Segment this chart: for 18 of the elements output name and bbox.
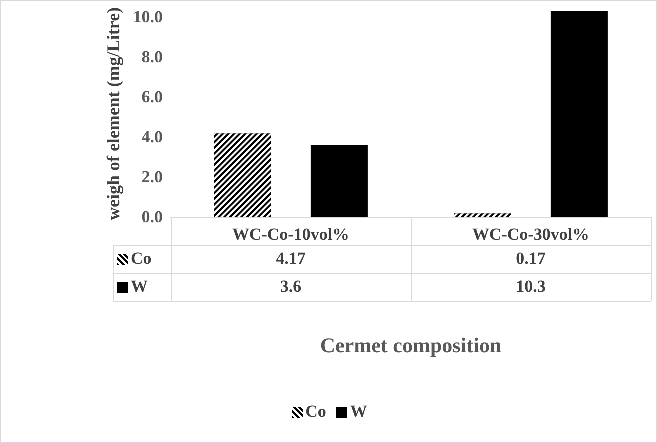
y-tick-label: 0.0 <box>142 208 163 226</box>
legend-label: Co <box>130 248 153 270</box>
y-tick-label: 2.0 <box>142 168 163 186</box>
x-tick-label: WC-Co-30vol% <box>472 225 590 244</box>
y-tick-label: 10.0 <box>133 8 163 26</box>
data-label: 3.6 <box>279 276 303 298</box>
data-label: 4.17 <box>275 248 307 270</box>
x-axis-title: Cermet composition <box>320 334 502 358</box>
data-label: 0.17 <box>515 248 547 270</box>
y-axis-title: weigh of element (mg/Litre) <box>103 7 124 221</box>
data-label: 10.3 <box>515 276 547 298</box>
text: Co <box>306 402 326 421</box>
text: W <box>350 402 368 421</box>
y-tick-label: 4.0 <box>142 128 163 146</box>
y-tick-label: 6.0 <box>142 88 163 106</box>
legend-label: W <box>130 276 149 298</box>
x-tick-label: WC-Co-10vol% <box>232 225 350 244</box>
y-tick-label: 8.0 <box>142 48 163 66</box>
